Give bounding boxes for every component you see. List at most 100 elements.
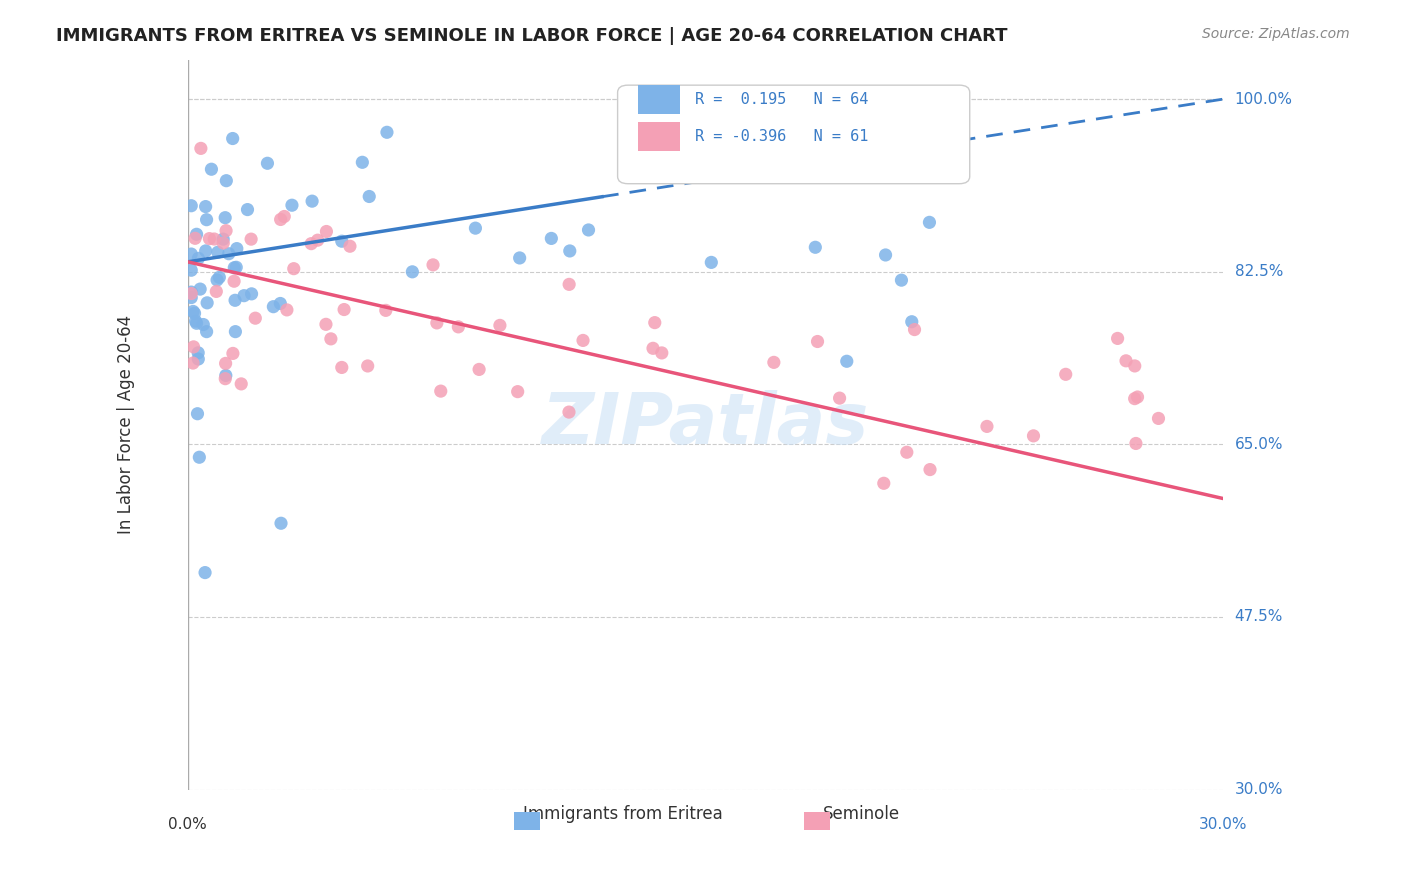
Seminole [214, 356, 236, 370]
Seminole [299, 236, 322, 251]
Immigrants from Eritrea [200, 162, 222, 177]
Seminole [1125, 436, 1147, 450]
Immigrants from Eritrea [208, 270, 231, 285]
Seminole [918, 462, 941, 476]
Immigrants from Eritrea [233, 288, 256, 302]
Immigrants from Eritrea [212, 232, 235, 246]
Seminole [222, 346, 245, 360]
Immigrants from Eritrea [558, 244, 581, 258]
Immigrants from Eritrea [269, 296, 291, 310]
Seminole [374, 303, 396, 318]
Seminole [762, 355, 785, 369]
Text: 0.0%: 0.0% [169, 817, 207, 832]
Seminole [1107, 331, 1129, 345]
Immigrants from Eritrea [187, 351, 209, 366]
Seminole [558, 277, 581, 292]
Immigrants from Eritrea [195, 296, 218, 310]
Seminole [357, 359, 380, 373]
Immigrants from Eritrea [186, 316, 208, 330]
Seminole [276, 302, 298, 317]
Seminole [270, 212, 292, 227]
Immigrants from Eritrea [184, 314, 207, 328]
Text: 30.0%: 30.0% [1234, 782, 1284, 797]
Seminole [976, 419, 998, 434]
Seminole [644, 316, 666, 330]
Text: 30.0%: 30.0% [1199, 817, 1247, 832]
Immigrants from Eritrea [225, 260, 247, 275]
Seminole [447, 319, 470, 334]
Immigrants from Eritrea [352, 155, 374, 169]
Immigrants from Eritrea [835, 354, 858, 368]
Immigrants from Eritrea [375, 125, 398, 139]
Immigrants from Eritrea [804, 240, 827, 254]
Seminole [896, 445, 918, 459]
Immigrants from Eritrea [256, 156, 278, 170]
Seminole [339, 239, 361, 253]
Seminole [651, 346, 673, 360]
Seminole [572, 334, 595, 348]
FancyBboxPatch shape [515, 812, 540, 830]
Seminole [307, 233, 329, 247]
Immigrants from Eritrea [875, 248, 897, 262]
Seminole [1022, 429, 1045, 443]
Immigrants from Eritrea [221, 131, 243, 145]
Immigrants from Eritrea [180, 285, 202, 299]
Seminole [240, 232, 263, 246]
Immigrants from Eritrea [359, 189, 381, 203]
Seminole [215, 224, 238, 238]
Immigrants from Eritrea [918, 215, 941, 229]
Seminole [558, 405, 581, 419]
Immigrants from Eritrea [401, 265, 423, 279]
Immigrants from Eritrea [186, 227, 208, 242]
Seminole [273, 210, 295, 224]
Immigrants from Eritrea [218, 246, 240, 260]
Immigrants from Eritrea [207, 245, 229, 260]
Text: ZIPatlas: ZIPatlas [541, 390, 869, 459]
Text: R =  0.195   N = 64: R = 0.195 N = 64 [696, 92, 869, 107]
Immigrants from Eritrea [187, 346, 209, 360]
Seminole [506, 384, 529, 399]
Immigrants from Eritrea [224, 260, 246, 275]
Seminole [214, 372, 236, 386]
Immigrants from Eritrea [700, 255, 723, 269]
Seminole [315, 225, 337, 239]
Immigrants from Eritrea [205, 273, 228, 287]
Seminole [319, 332, 342, 346]
Immigrants from Eritrea [224, 293, 246, 308]
Immigrants from Eritrea [262, 300, 284, 314]
Immigrants from Eritrea [509, 251, 531, 265]
Immigrants from Eritrea [301, 194, 323, 209]
Seminole [231, 376, 253, 391]
Immigrants from Eritrea [186, 407, 208, 421]
Immigrants from Eritrea [540, 231, 562, 245]
Seminole [1123, 392, 1146, 406]
Seminole [315, 318, 337, 332]
Immigrants from Eritrea [225, 242, 247, 256]
Immigrants from Eritrea [195, 325, 218, 339]
Text: 100.0%: 100.0% [1234, 92, 1292, 106]
Immigrants from Eritrea [194, 566, 217, 580]
Seminole [1147, 411, 1170, 425]
Immigrants from Eritrea [330, 234, 353, 248]
Immigrants from Eritrea [215, 368, 238, 383]
Text: Immigrants from Eritrea: Immigrants from Eritrea [523, 805, 723, 822]
Seminole [1126, 390, 1149, 404]
Seminole [181, 356, 204, 370]
Immigrants from Eritrea [180, 199, 202, 213]
Immigrants from Eritrea [188, 282, 211, 296]
Text: In Labor Force | Age 20-64: In Labor Force | Age 20-64 [117, 315, 135, 534]
Immigrants from Eritrea [181, 304, 204, 318]
Immigrants from Eritrea [236, 202, 259, 217]
Seminole [245, 311, 267, 326]
Seminole [202, 232, 225, 246]
Immigrants from Eritrea [194, 244, 217, 258]
FancyBboxPatch shape [617, 85, 970, 184]
Immigrants from Eritrea [215, 174, 238, 188]
Seminole [903, 322, 925, 336]
Immigrants from Eritrea [214, 211, 236, 225]
Seminole [333, 302, 356, 317]
Immigrants from Eritrea [224, 325, 246, 339]
Seminole [180, 286, 202, 301]
Seminole [489, 318, 512, 333]
Immigrants from Eritrea [180, 291, 202, 305]
